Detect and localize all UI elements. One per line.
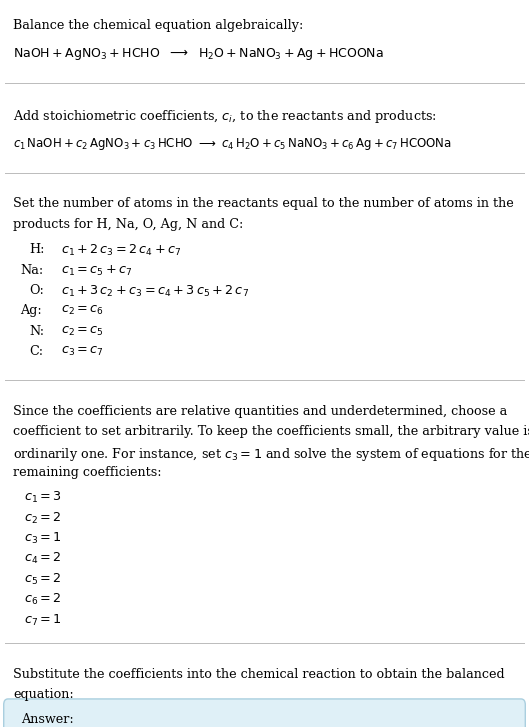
Text: N:: N:: [29, 325, 44, 337]
Text: $c_1 = 3$: $c_1 = 3$: [24, 490, 61, 505]
Text: $c_2 = c_5$: $c_2 = c_5$: [61, 325, 104, 338]
Text: Ag:: Ag:: [20, 305, 42, 317]
Text: ordinarily one. For instance, set $c_3 = 1$ and solve the system of equations fo: ordinarily one. For instance, set $c_3 =…: [13, 446, 529, 462]
Text: Set the number of atoms in the reactants equal to the number of atoms in the: Set the number of atoms in the reactants…: [13, 198, 514, 210]
Text: $c_5 = 2$: $c_5 = 2$: [24, 571, 61, 587]
Text: $c_2 = c_6$: $c_2 = c_6$: [61, 305, 104, 318]
Text: O:: O:: [29, 284, 44, 297]
Text: $c_3 = 1$: $c_3 = 1$: [24, 531, 61, 546]
Text: $c_6 = 2$: $c_6 = 2$: [24, 592, 61, 607]
Text: $c_7 = 1$: $c_7 = 1$: [24, 612, 61, 627]
Text: $\mathrm{NaOH + AgNO_3 + HCHO\ \ \longrightarrow\ \ H_2O + NaNO_3 + Ag + HCOONa}: $\mathrm{NaOH + AgNO_3 + HCHO\ \ \longri…: [13, 47, 384, 63]
Text: Substitute the coefficients into the chemical reaction to obtain the balanced: Substitute the coefficients into the che…: [13, 668, 505, 681]
Text: C:: C:: [29, 345, 43, 358]
Text: $c_1\,\mathrm{NaOH} + c_2\,\mathrm{AgNO_3} + c_3\,\mathrm{HCHO}\ \longrightarrow: $c_1\,\mathrm{NaOH} + c_2\,\mathrm{AgNO_…: [13, 136, 452, 152]
Text: products for H, Na, O, Ag, N and C:: products for H, Na, O, Ag, N and C:: [13, 218, 243, 230]
Text: $c_4 = 2$: $c_4 = 2$: [24, 551, 61, 566]
Text: Na:: Na:: [20, 264, 43, 276]
FancyBboxPatch shape: [4, 699, 525, 727]
Text: Answer:: Answer:: [21, 713, 74, 726]
Text: H:: H:: [29, 244, 44, 256]
Text: equation:: equation:: [13, 688, 74, 702]
Text: $c_1 + 2\,c_3 = 2\,c_4 + c_7$: $c_1 + 2\,c_3 = 2\,c_4 + c_7$: [61, 244, 181, 258]
Text: coefficient to set arbitrarily. To keep the coefficients small, the arbitrary va: coefficient to set arbitrarily. To keep …: [13, 425, 529, 438]
Text: $c_1 = c_5 + c_7$: $c_1 = c_5 + c_7$: [61, 264, 132, 278]
Text: Since the coefficients are relative quantities and underdetermined, choose a: Since the coefficients are relative quan…: [13, 405, 507, 418]
Text: Balance the chemical equation algebraically:: Balance the chemical equation algebraica…: [13, 19, 304, 32]
Text: Add stoichiometric coefficients, $c_i$, to the reactants and products:: Add stoichiometric coefficients, $c_i$, …: [13, 108, 437, 125]
Text: $c_3 = c_7$: $c_3 = c_7$: [61, 345, 104, 358]
Text: $c_2 = 2$: $c_2 = 2$: [24, 510, 61, 526]
Text: remaining coefficients:: remaining coefficients:: [13, 466, 162, 479]
Text: $c_1 + 3\,c_2 + c_3 = c_4 + 3\,c_5 + 2\,c_7$: $c_1 + 3\,c_2 + c_3 = c_4 + 3\,c_5 + 2\,…: [61, 284, 249, 299]
